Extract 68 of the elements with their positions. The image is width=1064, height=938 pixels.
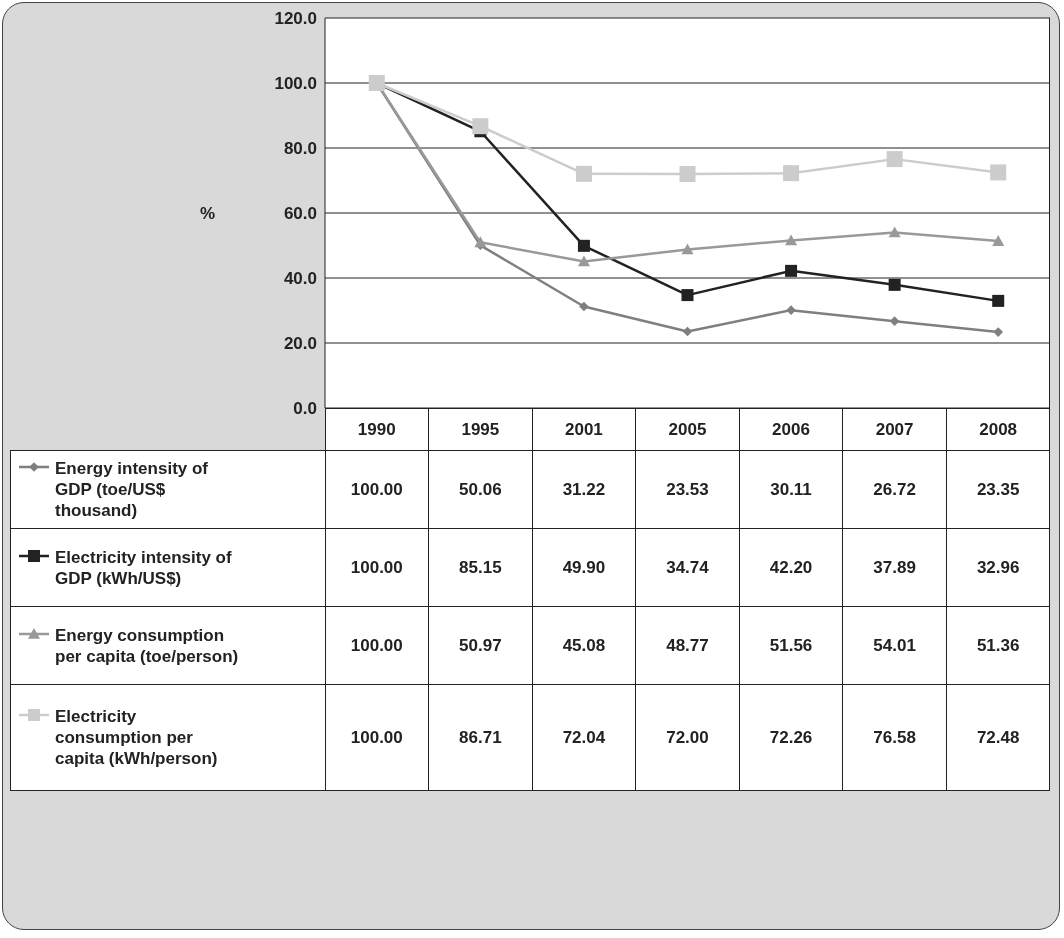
point: [472, 118, 489, 135]
data-label: 100.00: [325, 450, 429, 529]
legend-label: Electricity intensity of GDP (kWh/US$): [55, 546, 233, 589]
data-label: 34.74: [635, 528, 740, 607]
point: [575, 165, 592, 182]
point: [786, 305, 796, 315]
data-label: 37.89: [842, 528, 947, 607]
data-label: 72.04: [532, 684, 636, 791]
x-tick-label: 2001: [532, 408, 636, 451]
point: [579, 301, 589, 312]
data-label: 86.71: [428, 684, 533, 791]
y-axis-title: %: [200, 204, 216, 224]
data-label: 85.15: [428, 528, 533, 607]
point: [783, 165, 800, 182]
point: [679, 166, 696, 182]
x-tick-label: 2008: [946, 408, 1050, 451]
data-label: 72.26: [739, 684, 843, 791]
data-label: 76.58: [842, 684, 947, 791]
data-label: 31.22: [532, 450, 636, 529]
data-label: 30.11: [739, 450, 843, 529]
data-label: 26.72: [842, 450, 947, 529]
data-label: 51.36: [946, 606, 1050, 685]
data-label: 54.01: [842, 606, 947, 685]
point: [992, 294, 1005, 307]
point: [993, 327, 1004, 337]
data-label: 45.08: [532, 606, 636, 685]
y-tick-label: 40.0: [283, 269, 317, 289]
point: [681, 289, 694, 302]
legend-label: Energy intensity of GDP (toe/US$ thousand): [55, 458, 210, 521]
point: [474, 236, 487, 248]
point: [577, 255, 590, 267]
data-label: 50.97: [428, 606, 533, 685]
legend-label: Electricity consumption per capita (kWh/person): [55, 706, 219, 769]
point: [992, 235, 1005, 246]
y-tick-label: 0.0: [293, 399, 317, 419]
point: [990, 164, 1007, 181]
y-tick-label: 120.0: [274, 9, 317, 29]
x-tick-label: 1990: [325, 408, 429, 451]
x-tick-label: 2006: [739, 408, 843, 451]
point: [577, 239, 590, 252]
data-label: 42.20: [739, 528, 843, 607]
point: [889, 316, 900, 326]
point: [888, 278, 901, 291]
data-label: 100.00: [325, 528, 429, 607]
point: [785, 264, 798, 277]
y-tick-label: 80.0: [283, 139, 317, 159]
y-tick-label: 60.0: [283, 204, 317, 224]
point: [681, 243, 694, 255]
y-tick-label: 20.0: [283, 334, 317, 354]
y-tick-label: 100.0: [274, 74, 317, 94]
x-tick-label: 2005: [635, 408, 740, 451]
data-label: 51.56: [739, 606, 843, 685]
data-label: 100.00: [325, 684, 429, 791]
data-label: 100.00: [325, 606, 429, 685]
data-label: 50.06: [428, 450, 533, 529]
legend-label: Energy consumption per capita (toe/person): [55, 624, 240, 667]
data-label: 32.96: [946, 528, 1050, 607]
data-label: 72.00: [635, 684, 740, 791]
point: [886, 151, 903, 168]
data-label: 49.90: [532, 528, 636, 607]
data-label: 72.48: [946, 684, 1050, 791]
point: [785, 234, 798, 246]
x-tick-label: 2007: [842, 408, 947, 451]
data-label: 23.53: [635, 450, 740, 529]
point: [888, 226, 901, 238]
data-label: 48.77: [635, 606, 740, 685]
x-tick-label: 1995: [428, 408, 533, 451]
data-label: 23.35: [946, 450, 1050, 529]
